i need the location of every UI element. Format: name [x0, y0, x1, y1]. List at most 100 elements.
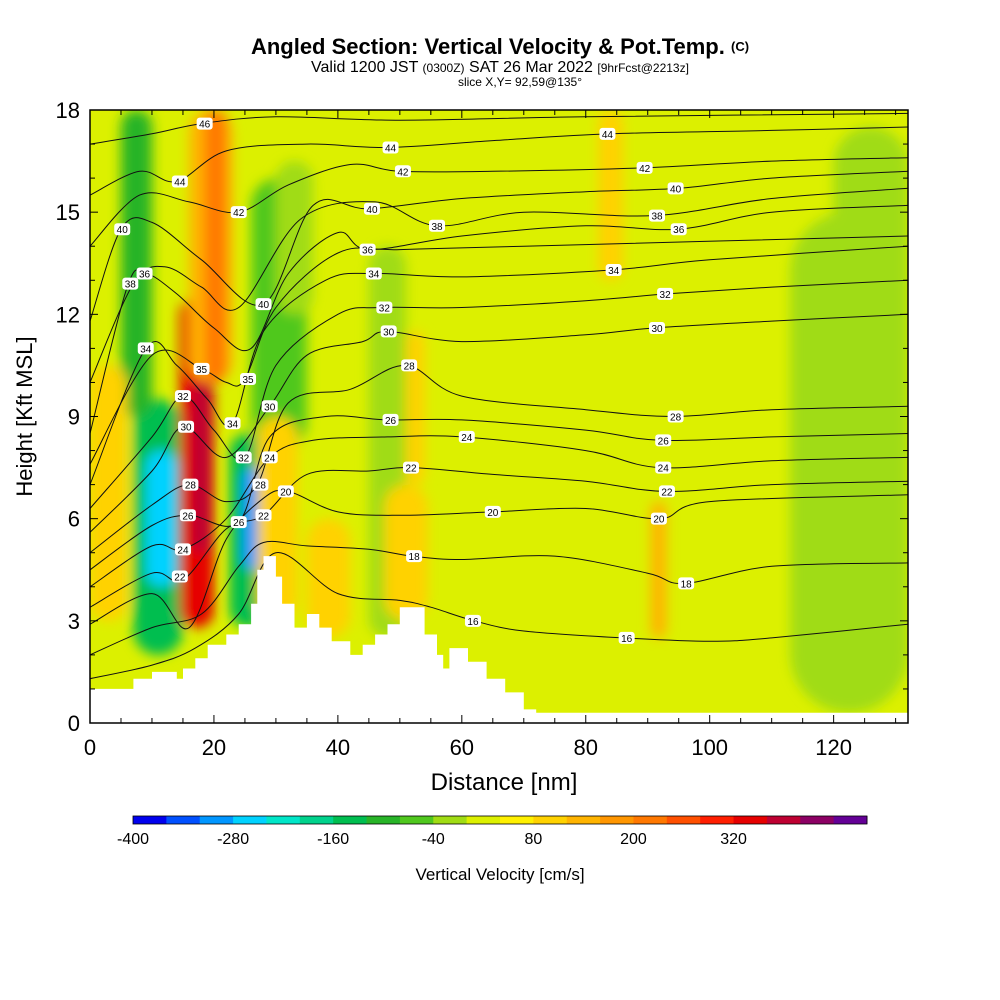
updraft-cell-10 — [90, 365, 128, 621]
contour-label-bg-36-0 — [136, 267, 153, 280]
colorbar-swatch-16 — [666, 816, 701, 824]
updraft-cell-3 — [204, 110, 227, 383]
colorbar-tick-label: -400 — [117, 831, 149, 848]
contour-label-bg-26-2 — [382, 413, 399, 426]
contour-label-22-1: 22 — [258, 511, 270, 522]
contour-label-bg-28-0 — [182, 478, 199, 491]
contour-label-bg-26-3 — [655, 434, 672, 447]
contour-label-bg-20-1 — [484, 505, 501, 518]
colorbar-swatch-3 — [233, 816, 267, 824]
contour-label-bg-44-0 — [171, 175, 188, 188]
contour-label-20-0: 20 — [280, 487, 292, 498]
updraft-cell-1 — [192, 382, 211, 553]
contour-label-36-0: 36 — [139, 269, 151, 280]
colorbar-tick-label: -280 — [217, 831, 249, 848]
contour-label-bg-34-3 — [605, 264, 622, 277]
contour-label-26-2: 26 — [385, 416, 397, 427]
y-tick-label: 15 — [56, 200, 80, 225]
contour-label-32-1: 32 — [238, 453, 250, 464]
contour-label-30-0: 30 — [180, 423, 192, 434]
colorbar-swatch-10 — [466, 816, 501, 824]
contour-label-38-0: 38 — [125, 280, 137, 291]
contour-label-bg-38-0 — [122, 277, 139, 290]
valid-utc: (0300Z) — [422, 61, 465, 75]
contour-label-16-1: 16 — [621, 634, 633, 645]
field-cells — [90, 110, 908, 713]
contour-label-36-1: 36 — [362, 246, 374, 257]
contour-label-bg-24-3 — [655, 461, 672, 474]
x-tick-label: 100 — [691, 735, 728, 760]
contour-label-bg-20-0 — [277, 485, 294, 498]
downdraft-cell-6 — [275, 161, 314, 315]
colorbar-swatch-13 — [566, 816, 601, 824]
colorbar-swatch-21 — [833, 816, 868, 824]
updraft-cell-9 — [650, 501, 667, 638]
contour-label-bg-40-1 — [255, 298, 272, 311]
contour-label-bg-34-0 — [137, 342, 154, 355]
y-tick-label: 0 — [68, 711, 80, 736]
contour-label-24-1: 24 — [264, 453, 276, 464]
contour-label-bg-38-1 — [429, 219, 446, 232]
contour-line-16 — [90, 552, 908, 680]
contour-label-bg-32-3 — [657, 287, 674, 300]
contour-label-bg-32-1 — [235, 451, 252, 464]
colorbar-swatch-9 — [433, 816, 468, 824]
colorbar-swatch-17 — [700, 816, 735, 824]
colorbar: -400 -280 -160 -40 80 200 320 Vertical Velocity… — [117, 815, 868, 884]
contour-label-bg-42-0 — [230, 206, 247, 219]
contour-label-bg-30-2 — [380, 325, 397, 338]
colorbar-swatch-14 — [600, 816, 634, 824]
contour-label-36-2: 36 — [673, 225, 685, 236]
colorbar-swatch-8 — [399, 816, 434, 824]
contour-label-30-3: 30 — [651, 324, 663, 335]
downdraft-cell-9 — [833, 127, 908, 315]
colorbar-swatch-15 — [633, 816, 668, 824]
title-tag: (C) — [731, 39, 750, 54]
contour-label-34-2: 34 — [368, 269, 380, 280]
contour-label-42-0: 42 — [233, 208, 245, 219]
contour-label-bg-22-0 — [171, 570, 188, 583]
contour-label-34-3: 34 — [608, 266, 620, 277]
contour-label-bg-22-1 — [255, 509, 272, 522]
contour-label-bg-34-2 — [365, 267, 382, 280]
title-main-text: Angled Section: Vertical Velocity & Pot.… — [250, 34, 725, 59]
colorbar-swatch-20 — [800, 816, 835, 824]
y-tick-label: 9 — [68, 405, 80, 430]
downdraft-cell-1 — [145, 450, 177, 587]
x-tick-label: 120 — [815, 735, 852, 760]
contour-label-bg-24-1 — [261, 451, 278, 464]
contour-line-35 — [90, 235, 908, 465]
y-tick-label: 3 — [68, 609, 80, 634]
contour-label-bg-35-0 — [193, 362, 210, 375]
contour-label-34-1: 34 — [227, 419, 239, 430]
colorbar-swatch-7 — [366, 816, 401, 824]
contour-label-32-3: 32 — [660, 290, 672, 301]
colorbar-swatch-11 — [500, 816, 534, 824]
contour-label-bg-28-3 — [667, 410, 684, 423]
contour-label-24-0: 24 — [177, 545, 189, 556]
contour-label-bg-32-2 — [376, 301, 393, 314]
updraft-cell-5 — [306, 518, 351, 638]
valid-label: Valid 1200 JST — [311, 59, 419, 76]
colorbar-frame — [132, 815, 868, 825]
contour-line-46 — [90, 112, 908, 145]
contour-labels: 16 16 18 18 20 20 20 22 22 22 22 24 24 24 24 26 26 26 26 28… — [114, 117, 695, 645]
contour-label-bg-30-0 — [178, 420, 195, 433]
colorbar-swatch-1 — [166, 816, 201, 824]
contour-label-22-3: 22 — [661, 487, 673, 498]
contour-label-bg-18-1 — [678, 577, 695, 590]
colorbar-swatch-12 — [533, 816, 568, 824]
x-tick-label: 20 — [202, 735, 226, 760]
valid-date: SAT 26 Mar 2022 — [469, 59, 593, 76]
contour-label-44-0: 44 — [174, 178, 186, 189]
contour-label-bg-40-3 — [667, 182, 684, 195]
contour-label-bg-42-2 — [636, 161, 653, 174]
contour-label-42-2: 42 — [639, 164, 651, 175]
contour-label-bg-28-1 — [252, 478, 269, 491]
x-axis-label: Distance [nm] — [431, 769, 578, 796]
chart-subtitle: Valid 1200 JST (0300Z) SAT 26 Mar 2022 [… — [0, 60, 1000, 76]
contour-label-30-1: 30 — [264, 402, 276, 413]
slice-label: slice X,Y= 92,59@135° — [457, 75, 583, 89]
contour-label-bg-36-2 — [670, 223, 687, 236]
terrain-mask — [90, 556, 908, 723]
